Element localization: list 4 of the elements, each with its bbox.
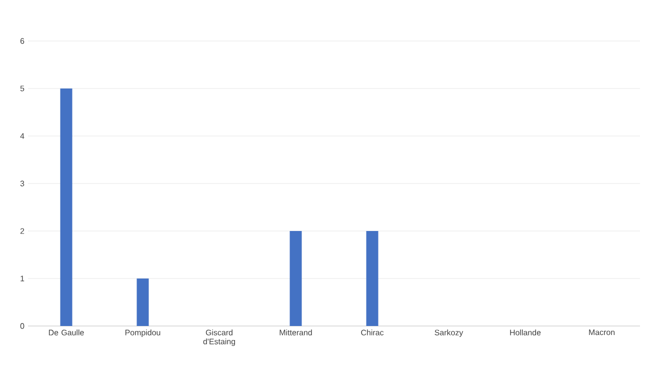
bar: [366, 231, 378, 326]
bar: [60, 88, 72, 326]
bar: [136, 278, 149, 326]
bar: [290, 231, 302, 326]
